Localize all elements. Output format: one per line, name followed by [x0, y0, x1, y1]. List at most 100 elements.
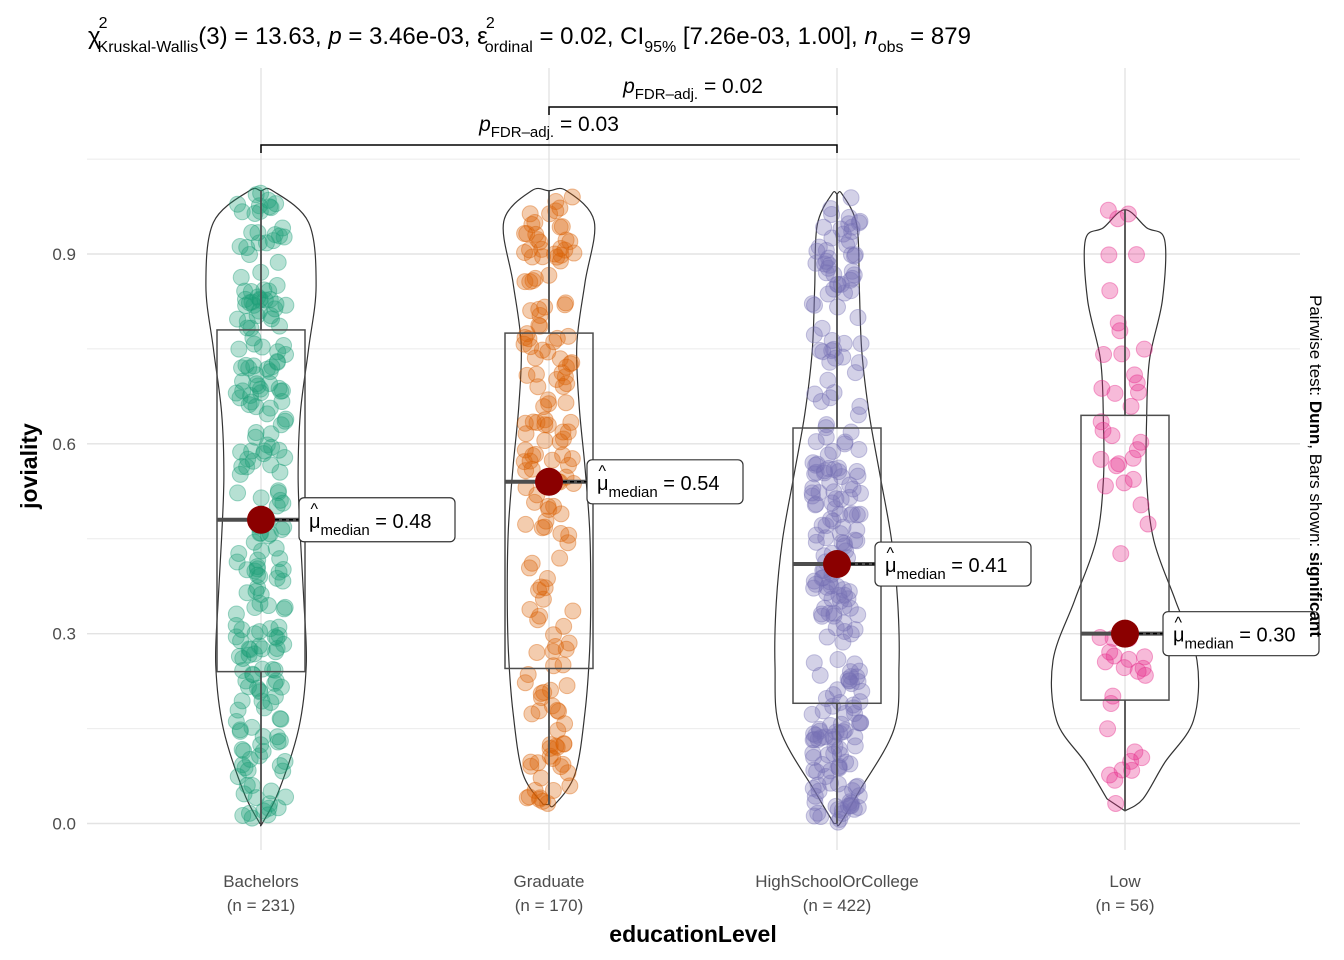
data-point [810, 782, 828, 800]
data-point [819, 460, 837, 478]
data-point [535, 683, 553, 701]
data-point [1128, 441, 1146, 459]
subtitle-eps: ε [477, 23, 488, 50]
data-point [565, 244, 583, 262]
data-point [245, 645, 263, 663]
data-point [238, 561, 256, 579]
data-point [821, 716, 839, 734]
data-point [807, 433, 825, 451]
data-point [240, 294, 258, 312]
data-point [1107, 794, 1125, 812]
data-point [830, 758, 848, 776]
data-point [247, 428, 265, 446]
data-point [239, 761, 257, 779]
data-point [275, 635, 293, 653]
data-point [818, 628, 836, 646]
data-point [852, 714, 870, 732]
data-point [261, 374, 279, 392]
data-point [809, 730, 827, 748]
data-point [531, 233, 549, 251]
data-point [1115, 474, 1133, 492]
data-point [261, 620, 279, 638]
data-point [816, 255, 834, 273]
data-point [561, 777, 579, 795]
y-tick-label: 0.6 [52, 435, 76, 454]
data-point [851, 212, 869, 230]
data-point [829, 459, 847, 477]
data-point [245, 357, 263, 375]
data-point [809, 776, 827, 794]
data-point [817, 767, 835, 785]
data-point [516, 441, 534, 459]
data-point [804, 744, 822, 762]
data-point [817, 252, 835, 270]
data-point [249, 224, 267, 242]
data-point [530, 790, 548, 808]
data-point [536, 411, 554, 429]
data-point [552, 525, 570, 543]
data-point [851, 505, 869, 523]
data-point [247, 582, 265, 600]
data-point [531, 789, 549, 807]
data-point [249, 377, 267, 395]
data-point [276, 449, 294, 467]
data-point [822, 510, 840, 528]
data-point [545, 626, 563, 644]
data-point [554, 377, 572, 395]
data-point [560, 526, 578, 544]
data-point [826, 500, 844, 518]
data-point [529, 378, 547, 396]
data-point [236, 282, 254, 300]
data-point [842, 675, 860, 693]
data-point [816, 599, 834, 617]
subtitle-part2: = 3.46e-03, [342, 23, 477, 50]
box-iqr [1080, 414, 1170, 701]
data-point [834, 518, 852, 536]
data-point [1123, 761, 1141, 779]
data-point [1094, 421, 1112, 439]
data-point [563, 450, 581, 468]
data-point [536, 518, 554, 536]
data-point [807, 463, 825, 481]
data-point [518, 789, 536, 807]
data-point [851, 714, 869, 732]
data-point [540, 395, 558, 413]
data-point [536, 432, 554, 450]
data-point [811, 722, 829, 740]
data-point [229, 310, 247, 328]
data-point [251, 683, 269, 701]
data-point [270, 379, 288, 397]
data-point [842, 797, 860, 815]
data-point [233, 741, 251, 759]
data-point [272, 382, 290, 400]
data-point [530, 702, 548, 720]
data-point [828, 577, 846, 595]
data-point [234, 382, 252, 400]
data-point [231, 389, 249, 407]
data-point [829, 275, 847, 293]
data-point [831, 525, 849, 543]
data-point [812, 729, 830, 747]
data-point [264, 232, 282, 250]
data-point [232, 268, 250, 286]
data-point [830, 759, 848, 777]
data-point [267, 295, 285, 313]
data-point [557, 640, 575, 658]
data-point [227, 605, 245, 623]
data-point [528, 413, 546, 431]
data-point [274, 560, 292, 578]
data-point [1111, 322, 1129, 340]
data-point [251, 567, 269, 585]
data-point [268, 728, 286, 746]
data-point [545, 497, 563, 515]
data-point [276, 598, 294, 616]
data-point [850, 787, 868, 805]
data-point [552, 505, 570, 523]
data-point [529, 231, 547, 249]
data-point [269, 343, 287, 361]
data-point [240, 359, 258, 377]
data-point [521, 600, 539, 618]
data-point [548, 370, 566, 388]
median-label: ^ μmedian = 0.48 [309, 501, 431, 539]
data-point [846, 364, 864, 382]
